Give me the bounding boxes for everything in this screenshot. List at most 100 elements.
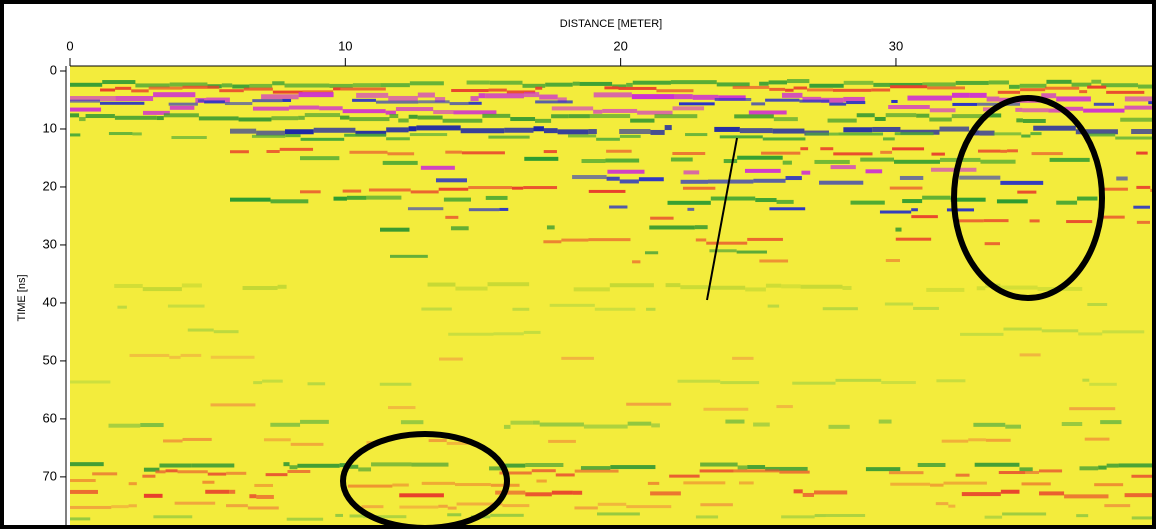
reflection-streak: [232, 84, 250, 89]
reflection-streak: [461, 151, 505, 155]
reflection-streak: [695, 238, 707, 242]
reflection-streak: [131, 89, 149, 93]
reflection-streak: [737, 465, 748, 470]
y-tick-label: 10: [43, 120, 57, 135]
reflection-streak: [894, 132, 934, 136]
reflection-streak: [1118, 463, 1152, 468]
reflection-streak: [1120, 117, 1152, 122]
reflection-streak: [434, 97, 446, 103]
reflection-streak: [714, 97, 752, 101]
reflection-streak: [221, 83, 233, 88]
reflection-streak: [1079, 466, 1099, 471]
reflection-streak: [765, 98, 800, 102]
reflection-streak: [572, 175, 607, 180]
reflection-streak: [996, 199, 1028, 204]
reflection-streak: [407, 207, 444, 211]
reflection-streak: [1000, 489, 1020, 494]
reflection-streak: [846, 101, 866, 105]
reflection-streak: [454, 483, 491, 487]
reflection-streak: [883, 137, 895, 141]
reflection-streak: [349, 150, 388, 154]
reflection-streak: [1019, 467, 1033, 472]
reflection-streak: [1000, 149, 1008, 153]
reflection-streak: [485, 195, 508, 200]
reflection-streak: [382, 160, 418, 165]
reflection-streak: [427, 282, 456, 287]
reflection-streak: [960, 332, 1004, 336]
reflection-streak: [1029, 219, 1040, 223]
reflection-streak: [70, 517, 91, 521]
reflection-streak: [650, 129, 665, 135]
reflection-streak: [180, 353, 202, 357]
reflection-streak: [100, 88, 116, 92]
reflection-streak: [835, 378, 882, 382]
reflection-streak: [677, 379, 721, 383]
reflection-streak: [535, 86, 543, 90]
reflection-streak: [574, 506, 598, 510]
reflection-streak: [252, 99, 283, 103]
reflection-streak: [1087, 302, 1108, 306]
reflection-streak: [1048, 108, 1065, 113]
reflection-streak: [725, 419, 745, 424]
reflection-streak: [916, 113, 930, 118]
reflection-streak: [99, 101, 145, 105]
reflection-streak: [399, 505, 439, 509]
reflection-streak: [1150, 188, 1152, 192]
reflection-streak: [1071, 82, 1092, 87]
reflection-streak: [1002, 512, 1047, 516]
reflection-streak: [588, 189, 626, 193]
reflection-streak: [1039, 469, 1063, 473]
reflection-streak: [833, 152, 873, 156]
reflection-streak: [347, 484, 393, 488]
reflection-streak: [1131, 516, 1152, 520]
reflection-streak: [197, 99, 205, 103]
reflection-streak: [885, 259, 900, 263]
reflection-streak: [254, 483, 273, 487]
reflection-streak: [1079, 90, 1088, 94]
reflection-streak: [286, 517, 324, 521]
reflection-streak: [792, 381, 836, 385]
reflection-streak: [800, 284, 843, 289]
reflection-streak: [755, 198, 777, 203]
x-tick-label: 0: [66, 38, 73, 53]
reflection-streak: [499, 207, 509, 211]
reflection-streak: [392, 483, 409, 487]
reflection-streak: [132, 132, 142, 136]
reflection-streak: [605, 158, 640, 163]
reflection-streak: [680, 285, 708, 290]
annotation-ellipse: [340, 431, 510, 529]
reflection-streak: [411, 462, 449, 467]
reflection-streak: [226, 471, 247, 475]
reflection-streak: [606, 176, 620, 181]
reflection-streak: [1019, 83, 1047, 88]
reflection-streak: [395, 107, 434, 112]
reflection-streak: [1087, 85, 1107, 89]
reflection-streak: [219, 89, 244, 93]
reflection-streak: [579, 81, 613, 86]
reflection-streak: [546, 225, 555, 230]
reflection-streak: [907, 95, 952, 101]
reflection-streak: [417, 115, 443, 120]
reflection-streak: [380, 83, 410, 88]
reflection-streak: [832, 88, 872, 92]
reflection-streak: [418, 100, 450, 104]
reflection-streak: [785, 176, 802, 181]
reflection-streak: [650, 491, 681, 496]
reflection-streak: [451, 89, 489, 93]
reflection-streak: [993, 132, 1022, 136]
reflection-streak: [769, 87, 786, 91]
reflection-streak: [1078, 332, 1103, 336]
reflection-streak: [580, 466, 611, 471]
reflection-streak: [572, 81, 580, 86]
reflection-streak: [466, 80, 490, 85]
reflection-streak: [626, 82, 633, 87]
reflection-streak: [687, 207, 695, 211]
reflection-streak: [888, 471, 924, 475]
reflection-streak: [588, 129, 597, 135]
reflection-streak: [1098, 465, 1107, 470]
reflection-streak: [782, 160, 792, 165]
reflection-streak: [140, 423, 164, 428]
reflection-streak: [843, 80, 874, 85]
reflection-streak: [913, 306, 939, 310]
reflection-streak: [523, 186, 558, 190]
